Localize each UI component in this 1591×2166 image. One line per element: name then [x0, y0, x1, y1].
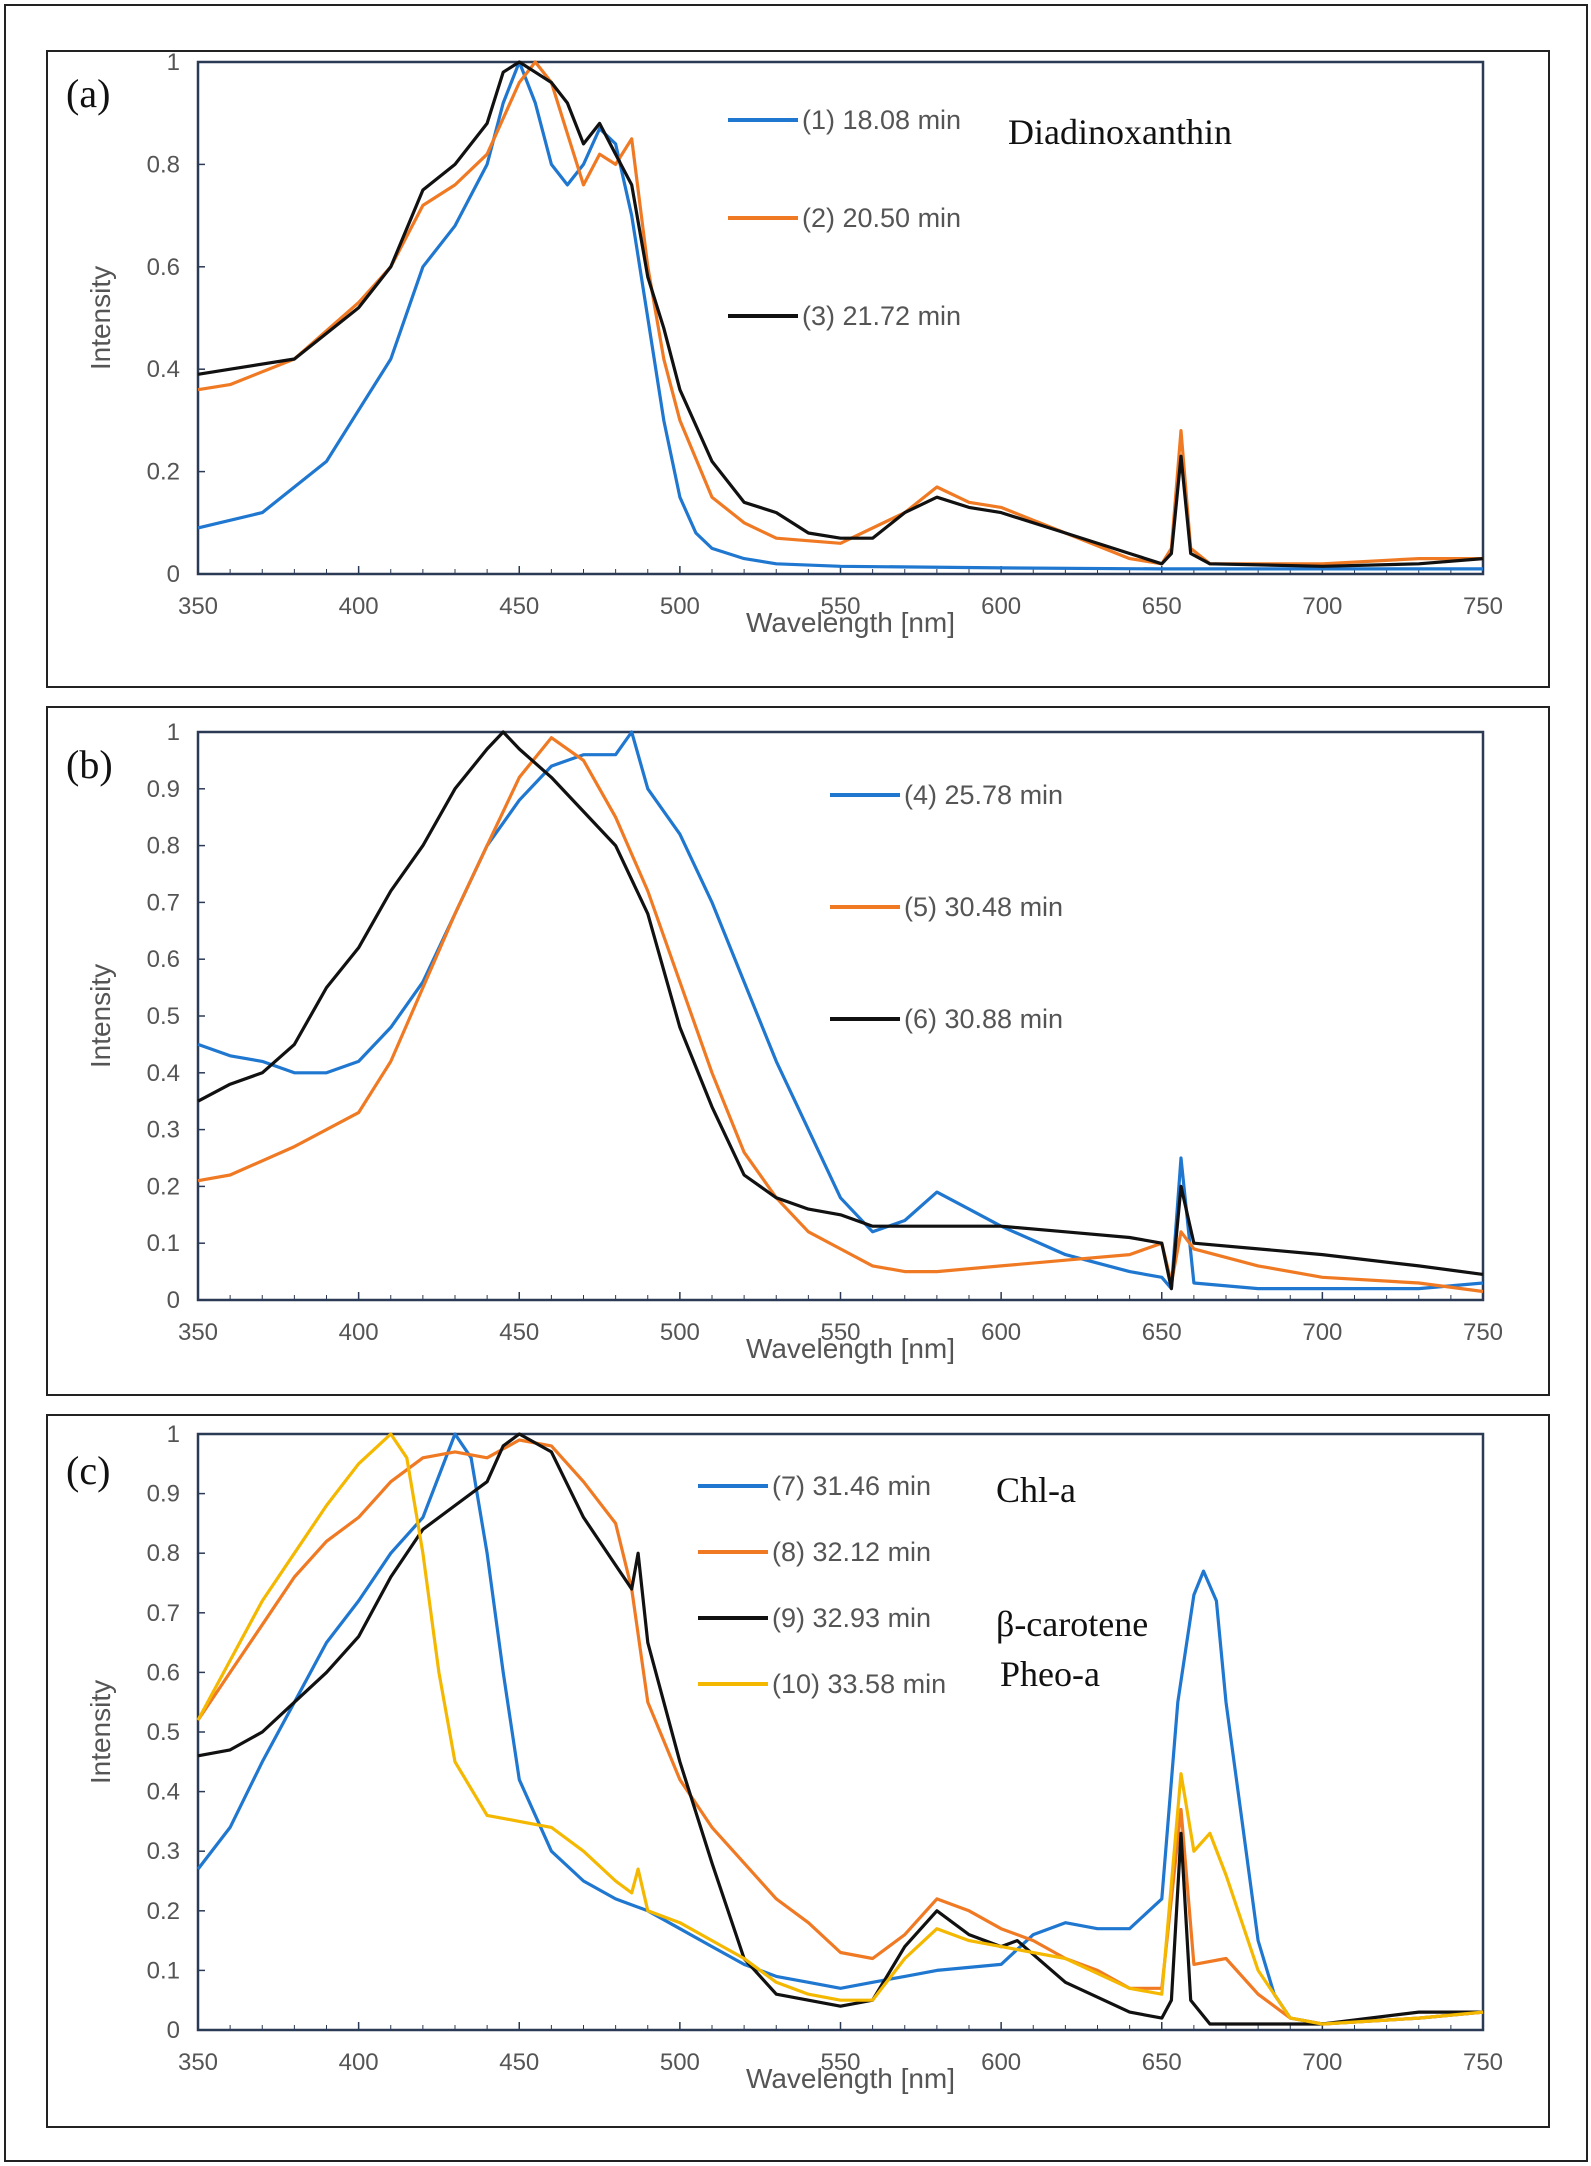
x-tick-label: 350	[178, 593, 218, 620]
x-tick-label: 600	[981, 2049, 1021, 2076]
x-tick-label: 650	[1142, 1319, 1182, 1346]
y-tick-label: 0.7	[147, 889, 180, 916]
y-tick-label: 0.2	[147, 459, 180, 486]
x-tick-label: 500	[660, 1319, 700, 1346]
y-tick-label: 0.4	[147, 1779, 180, 1806]
y-tick-label: 0	[167, 1287, 180, 1314]
series-line	[197, 730, 1484, 1291]
y-tick-label: 0.6	[147, 254, 180, 281]
legend-label: (4) 25.78 min	[904, 780, 1063, 810]
x-tick-label: 400	[339, 1319, 379, 1346]
x-tick-label: 600	[981, 1319, 1021, 1346]
plot-area	[196, 1432, 1485, 2032]
x-tick-label: 550	[820, 1319, 860, 1346]
series-line	[197, 60, 1484, 568]
x-tick-label: 700	[1302, 593, 1342, 620]
x-tick-label: 700	[1302, 1319, 1342, 1346]
series-line	[196, 1432, 1484, 2026]
legend-label: (1) 18.08 min	[802, 105, 961, 135]
annotation-label: β-carotene	[996, 1604, 1148, 1644]
x-tick-label: 550	[820, 2049, 860, 2076]
legend-label: (10) 33.58 min	[772, 1669, 946, 1699]
panel-label: (c)	[66, 1448, 110, 1493]
y-axis-title: Intensity	[85, 1680, 116, 1784]
y-tick-label: 0.5	[147, 1719, 180, 1746]
chart-c: 350 400 450 500 550 600 650 700 750 0 0.1 0.2 0.3 0.4…	[66, 1421, 1503, 2094]
y-tick-label: 0.9	[147, 1481, 180, 1508]
series-line	[196, 1432, 1484, 2026]
x-tick-label: 550	[820, 593, 860, 620]
x-axis-title: Wavelength [nm]	[746, 2063, 955, 2094]
y-tick-label: 0.3	[147, 1838, 180, 1865]
x-tick-label: 450	[499, 593, 539, 620]
figure: 350 400 450 500 550 600 650 700 750 0 0.2 0.4 0.6 0.8…	[4, 4, 1588, 2162]
annotation-label: Diadinoxanthin	[1008, 112, 1232, 152]
chart-b: 350 400 450 500 550 600 650 700 750 0 0.1 0.2 0.3 0.4…	[66, 719, 1503, 1364]
x-tick-label: 750	[1463, 2049, 1503, 2076]
y-tick-label: 0.8	[147, 151, 180, 178]
legend-label: (8) 32.12 min	[772, 1537, 931, 1567]
legend-label: (3) 21.72 min	[802, 301, 961, 331]
y-tick-label: 0.6	[147, 946, 180, 973]
y-tick-label: 0.5	[147, 1003, 180, 1030]
x-axis-title: Wavelength [nm]	[746, 1333, 955, 1364]
series-line	[197, 60, 1483, 571]
y-tick-label: 1	[167, 1421, 180, 1448]
y-tick-label: 0.3	[147, 1117, 180, 1144]
y-tick-label: 0.1	[147, 1230, 180, 1257]
series-line	[197, 736, 1484, 1294]
y-tick-label: 1	[167, 719, 180, 746]
x-tick-label: 650	[1142, 2049, 1182, 2076]
x-tick-label: 750	[1463, 1319, 1503, 1346]
series-line	[196, 1438, 1484, 2026]
legend-label: (2) 20.50 min	[802, 203, 961, 233]
x-tick-label: 600	[981, 593, 1021, 620]
y-tick-label: 0.8	[147, 1540, 180, 1567]
y-tick-label: 0.2	[147, 1173, 180, 1200]
y-tick-label: 0.2	[147, 1898, 180, 1925]
legend-label: (6) 30.88 min	[904, 1004, 1063, 1034]
y-axis-title: Intensity	[85, 266, 116, 370]
x-tick-label: 350	[178, 2049, 218, 2076]
annotation-label: Chl-a	[996, 1470, 1076, 1510]
y-tick-label: 0.4	[147, 356, 180, 383]
y-tick-label: 0	[167, 2017, 180, 2044]
legend-label: (7) 31.46 min	[772, 1471, 931, 1501]
y-tick-label: 0.1	[147, 1957, 180, 1984]
series-line	[197, 1432, 1483, 2026]
y-tick-label: 1	[167, 52, 180, 76]
y-tick-label: 0.7	[147, 1600, 180, 1627]
panel-label: (a)	[66, 71, 110, 116]
x-tick-label: 700	[1302, 2049, 1342, 2076]
legend-label: (9) 32.93 min	[772, 1603, 931, 1633]
panel-a: 350 400 450 500 550 600 650 700 750 0 0.2 0.4 0.6 0.8…	[46, 50, 1550, 688]
panel-c: 350 400 450 500 550 600 650 700 750 0 0.1 0.2 0.3 0.4…	[46, 1414, 1550, 2128]
x-tick-label: 350	[178, 1319, 218, 1346]
panel-label: (b)	[66, 742, 113, 787]
x-axis-title: Wavelength [nm]	[746, 607, 955, 638]
panel-b: 350 400 450 500 550 600 650 700 750 0 0.1 0.2 0.3 0.4…	[46, 706, 1550, 1396]
x-tick-label: 450	[499, 2049, 539, 2076]
x-tick-label: 500	[660, 593, 700, 620]
series-line	[197, 730, 1484, 1291]
x-tick-label: 450	[499, 1319, 539, 1346]
x-tick-label: 500	[660, 2049, 700, 2076]
chart-a: 350 400 450 500 550 600 650 700 750 0 0.2 0.4 0.6 0.8…	[66, 52, 1503, 638]
y-tick-label: 0.6	[147, 1659, 180, 1686]
y-tick-label: 0.4	[147, 1060, 180, 1087]
legend-label: (5) 30.48 min	[904, 892, 1063, 922]
y-tick-label: 0	[167, 561, 180, 588]
x-tick-label: 650	[1142, 593, 1182, 620]
y-tick-label: 0.9	[147, 776, 180, 803]
y-axis-title: Intensity	[85, 964, 116, 1068]
x-tick-label: 400	[339, 2049, 379, 2076]
x-tick-label: 750	[1463, 593, 1503, 620]
y-tick-label: 0.8	[147, 833, 180, 860]
x-tick-label: 400	[339, 593, 379, 620]
annotation-label: Pheo-a	[1000, 1654, 1100, 1694]
